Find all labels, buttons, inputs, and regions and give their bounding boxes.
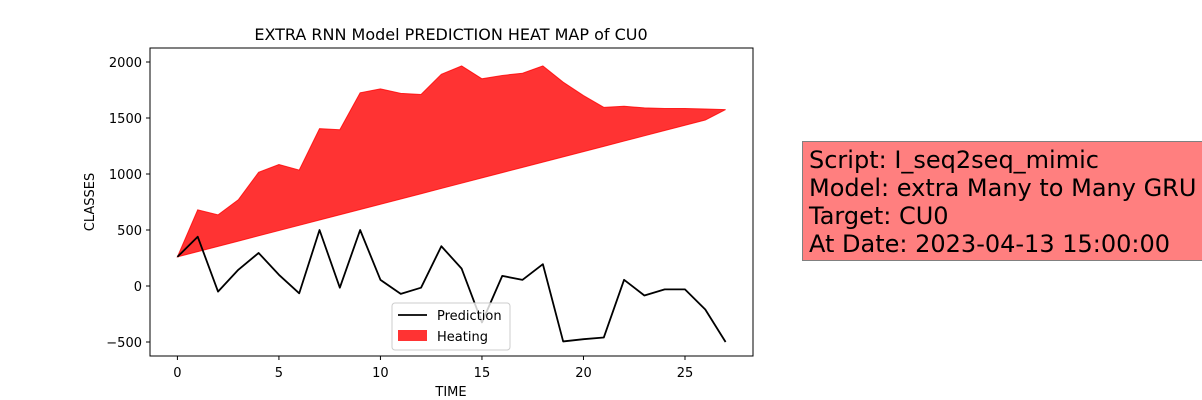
info-date: At Date: 2023-04-13 15:00:00 bbox=[809, 230, 1171, 258]
y-tick-label: 500 bbox=[117, 224, 142, 239]
y-axis-label: CLASSES bbox=[83, 173, 98, 231]
prediction-point bbox=[562, 340, 564, 342]
x-tick-label: 25 bbox=[677, 366, 694, 381]
y-tick-label: 1500 bbox=[109, 112, 142, 127]
prediction-point bbox=[197, 236, 199, 238]
prediction-point bbox=[237, 269, 239, 271]
legend-prediction-label: Prediction bbox=[437, 309, 502, 324]
prediction-point bbox=[217, 291, 219, 293]
prediction-point bbox=[542, 263, 544, 265]
info-script: Script: I_seq2seq_mimic bbox=[809, 146, 1099, 174]
y-tick-label: −500 bbox=[106, 336, 142, 351]
plot-frame bbox=[149, 47, 754, 357]
prediction-point bbox=[501, 275, 503, 277]
prediction-point bbox=[582, 338, 584, 340]
prediction-point bbox=[461, 268, 463, 270]
prediction-point bbox=[664, 288, 666, 290]
prediction-point bbox=[278, 274, 280, 276]
prediction-point bbox=[704, 309, 706, 311]
y-tick-label: 1000 bbox=[109, 168, 142, 183]
x-axis-label: TIME bbox=[434, 385, 466, 400]
x-tick-label: 20 bbox=[575, 366, 592, 381]
prediction-point bbox=[319, 229, 321, 231]
prediction-point bbox=[176, 256, 178, 258]
prediction-point bbox=[359, 229, 361, 231]
legend-heating-label: Heating bbox=[437, 330, 488, 345]
legend: Prediction Heating bbox=[391, 302, 511, 351]
x-tick-label: 0 bbox=[173, 366, 181, 381]
x-tick-label: 10 bbox=[372, 366, 389, 381]
prediction-point bbox=[623, 279, 625, 281]
prediction-point bbox=[420, 287, 422, 289]
info-box: Script: I_seq2seq_mimic Model: extra Man… bbox=[802, 141, 1202, 261]
info-model: Model: extra Many to Many GRU bbox=[809, 174, 1197, 202]
prediction-point bbox=[643, 295, 645, 297]
prediction-point bbox=[522, 279, 524, 281]
x-tick-label: 5 bbox=[275, 366, 283, 381]
legend-heating-swatch bbox=[398, 330, 427, 341]
prediction-point bbox=[725, 341, 727, 343]
prediction-point bbox=[379, 279, 381, 281]
chart-title: EXTRA RNN Model PREDICTION HEAT MAP of C… bbox=[254, 25, 647, 44]
info-target: Target: CU0 bbox=[809, 202, 949, 230]
prediction-point bbox=[603, 337, 605, 339]
heating-area bbox=[176, 65, 726, 258]
x-tick-label: 15 bbox=[474, 366, 491, 381]
prediction-point bbox=[298, 292, 300, 294]
y-tick-label: 2000 bbox=[109, 56, 142, 71]
prediction-line bbox=[176, 229, 727, 343]
prediction-point bbox=[684, 288, 686, 290]
prediction-point bbox=[339, 287, 341, 289]
prediction-point bbox=[400, 293, 402, 295]
y-tick-label: 0 bbox=[134, 280, 142, 295]
prediction-point bbox=[258, 252, 260, 254]
prediction-point bbox=[440, 245, 442, 247]
